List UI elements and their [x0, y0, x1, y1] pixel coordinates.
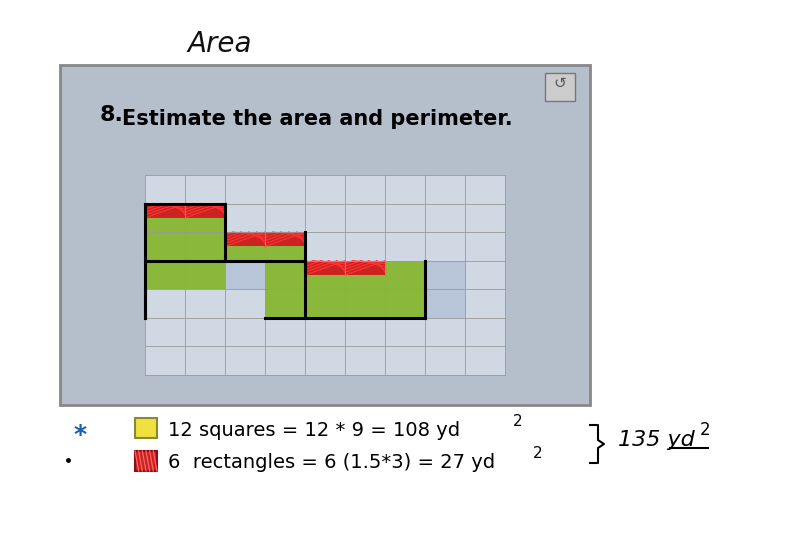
Text: Area: Area: [188, 30, 252, 58]
Bar: [265, 260, 465, 318]
Bar: [135, 418, 157, 438]
Bar: [305, 260, 345, 275]
Text: 135 yd: 135 yd: [618, 430, 694, 450]
Bar: [135, 451, 157, 471]
Bar: [385, 289, 425, 318]
Bar: [265, 260, 305, 289]
Bar: [265, 232, 305, 246]
Text: 12 squares = 12 * 9 = 108 yd: 12 squares = 12 * 9 = 108 yd: [168, 420, 460, 440]
Text: 2: 2: [513, 413, 522, 429]
Bar: [145, 204, 185, 232]
Bar: [345, 260, 385, 275]
Bar: [345, 289, 385, 318]
Bar: [385, 260, 425, 289]
Bar: [545, 73, 575, 101]
Bar: [305, 260, 345, 289]
Text: ↺: ↺: [554, 75, 566, 91]
Bar: [145, 175, 505, 375]
Text: 2: 2: [533, 447, 542, 461]
Bar: [305, 289, 345, 318]
Bar: [265, 232, 305, 260]
Bar: [265, 289, 305, 318]
Text: 8.: 8.: [100, 105, 124, 125]
Bar: [145, 260, 185, 289]
Text: *: *: [74, 423, 86, 447]
Bar: [185, 232, 225, 260]
Bar: [225, 232, 265, 246]
Bar: [60, 65, 590, 405]
Text: Estimate the area and perimeter.: Estimate the area and perimeter.: [122, 109, 513, 129]
Bar: [145, 204, 225, 232]
Bar: [225, 232, 265, 260]
Bar: [185, 260, 225, 289]
Bar: [145, 204, 185, 218]
Bar: [185, 204, 225, 218]
Text: 2: 2: [700, 421, 710, 439]
Text: 6  rectangles = 6 (1.5*3) = 27 yd: 6 rectangles = 6 (1.5*3) = 27 yd: [168, 454, 495, 472]
Bar: [185, 204, 225, 232]
Bar: [145, 232, 305, 289]
Bar: [345, 260, 385, 289]
Bar: [145, 232, 185, 260]
